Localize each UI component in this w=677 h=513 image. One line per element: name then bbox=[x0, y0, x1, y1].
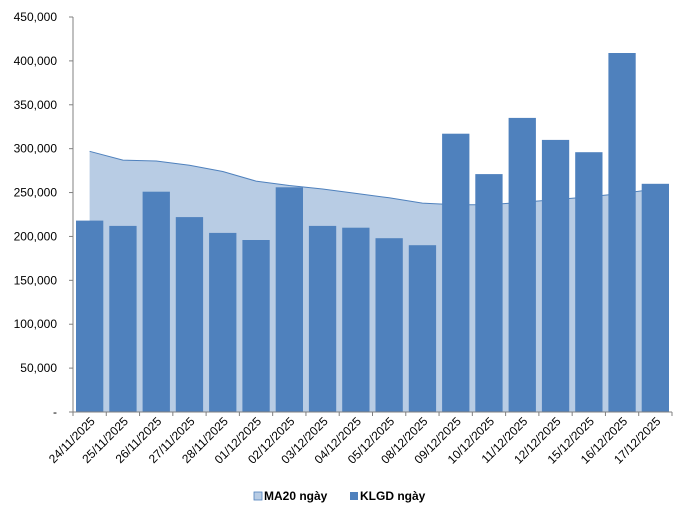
y-tick-label: 100,000 bbox=[14, 317, 58, 331]
ma20-area bbox=[89, 151, 656, 413]
bar-klgd bbox=[475, 174, 503, 412]
legend-swatch-ma20 bbox=[253, 491, 263, 501]
legend-label-ma20: MA20 ngày bbox=[264, 489, 328, 503]
bar-klgd bbox=[442, 133, 470, 412]
bar-klgd bbox=[142, 191, 170, 412]
bar-klgd bbox=[175, 217, 204, 412]
bar-klgd bbox=[275, 187, 303, 412]
legend-swatch-klgd bbox=[350, 492, 358, 500]
y-tick-label: 250,000 bbox=[14, 186, 58, 200]
bar-klgd bbox=[109, 225, 137, 412]
bar-klgd bbox=[242, 240, 270, 412]
bar-klgd bbox=[342, 227, 370, 412]
bar-klgd bbox=[575, 152, 603, 412]
bar-klgd bbox=[375, 238, 403, 412]
bar-klgd bbox=[508, 117, 536, 413]
y-tick-label: 300,000 bbox=[14, 142, 58, 156]
bar-klgd bbox=[641, 183, 669, 412]
y-tick-label: 400,000 bbox=[14, 54, 58, 68]
y-tick-label: 150,000 bbox=[14, 273, 58, 287]
ma20-area-layer bbox=[89, 150, 656, 413]
legend-label-klgd: KLGD ngày bbox=[360, 489, 426, 503]
y-tick-label: - bbox=[53, 405, 57, 419]
bar-klgd bbox=[308, 225, 337, 412]
bar-klgd bbox=[608, 53, 636, 412]
legend: MA20 ngày KLGD ngày bbox=[253, 489, 426, 503]
y-tick-label: 50,000 bbox=[20, 361, 57, 375]
bar-klgd bbox=[76, 220, 104, 412]
y-tick-label: 200,000 bbox=[14, 229, 58, 243]
bar-klgd bbox=[209, 232, 237, 412]
bar-klgd bbox=[408, 245, 437, 412]
y-tick-label: 450,000 bbox=[14, 10, 58, 24]
bar-klgd bbox=[541, 139, 570, 412]
y-tick-label: 350,000 bbox=[14, 98, 58, 112]
bar-layer bbox=[76, 53, 669, 413]
